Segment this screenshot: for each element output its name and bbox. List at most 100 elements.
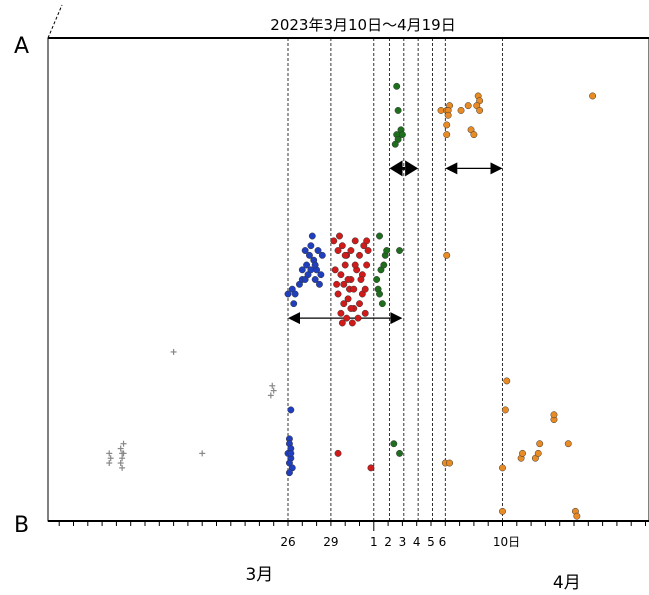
point-1-9 [287, 406, 295, 414]
point-1-32 [290, 300, 298, 308]
series-2 [330, 232, 375, 472]
point-4-5 [443, 131, 451, 139]
point-2-25 [354, 314, 362, 322]
point-1-28 [317, 271, 325, 279]
point-2-4 [347, 247, 355, 254]
tick-label-6: 5 [427, 535, 435, 549]
point-0-5 [119, 455, 126, 462]
point-3-17 [390, 440, 398, 448]
point-2-21 [361, 309, 369, 317]
point-1-29 [298, 266, 306, 274]
point-4-29 [589, 92, 597, 100]
point-3-16 [394, 107, 402, 114]
point-0-2 [107, 455, 114, 462]
point-2-24 [348, 319, 356, 327]
point-4-19 [501, 406, 509, 414]
point-2-18 [344, 295, 352, 303]
point-2-0 [330, 237, 338, 245]
point-2-38 [361, 285, 369, 293]
point-3-8 [376, 232, 383, 240]
point-4-28 [564, 440, 572, 448]
tick-label-3: 2 [384, 535, 392, 549]
point-2-37 [338, 319, 346, 327]
point-2-6 [356, 251, 363, 259]
point-1-8 [287, 449, 295, 457]
corner-decoration [47, 4, 63, 39]
point-3-6 [378, 300, 386, 308]
point-4-27 [550, 411, 558, 419]
point-4-32 [573, 512, 581, 520]
x-axis-month-labels: 3月 4月 [245, 565, 580, 593]
point-2-32 [363, 237, 371, 245]
point-2-10 [337, 271, 345, 279]
point-2-20 [356, 300, 363, 308]
point-3-14 [391, 140, 399, 148]
point-3-7 [376, 290, 383, 298]
point-4-8 [470, 131, 478, 139]
double-arrow-2 [445, 162, 503, 175]
series-0 [106, 348, 277, 471]
point-0-0 [106, 450, 113, 457]
point-4-20 [503, 377, 511, 385]
x-axis-tick-labels: 26 29 1 2 3 4 5 6 10日 [280, 535, 520, 549]
double-arrow-1 [389, 160, 419, 177]
point-2-36 [344, 276, 352, 283]
point-2-34 [351, 261, 359, 269]
point-3-5 [383, 247, 391, 254]
month-label-1: 4月 [553, 573, 581, 593]
point-2-2 [338, 242, 346, 250]
point-0-6 [117, 460, 124, 467]
point-1-30 [318, 251, 326, 259]
point-1-10 [284, 290, 292, 298]
point-4-25 [536, 440, 544, 448]
point-3-18 [396, 449, 403, 457]
point-1-27 [311, 261, 319, 269]
point-0-8 [119, 464, 126, 471]
point-2-15 [363, 261, 371, 269]
period-arrows [288, 160, 503, 325]
month-label-0: 3月 [245, 565, 273, 585]
point-1-26 [314, 247, 322, 254]
point-0-10 [170, 348, 177, 355]
tick-label-4: 3 [399, 535, 407, 549]
tick-label-0: 26 [280, 535, 295, 549]
point-2-28 [340, 280, 348, 288]
series-1 [284, 232, 326, 477]
point-0-1 [106, 460, 113, 467]
point-4-30 [499, 507, 506, 515]
point-3-13 [398, 131, 406, 139]
point-1-20 [306, 251, 313, 259]
point-4-14 [457, 107, 465, 114]
point-2-41 [367, 464, 375, 472]
chart-title: 2023年3月10日～4月19日 [270, 16, 455, 34]
point-2-31 [336, 232, 343, 240]
x-axis-ticks [58, 521, 646, 531]
point-4-9 [464, 102, 472, 110]
point-0-12 [267, 392, 274, 399]
tick-label-7: 6 [439, 535, 447, 549]
series-3 [373, 82, 406, 457]
point-1-18 [303, 261, 311, 269]
point-4-13 [476, 107, 484, 114]
point-2-17 [340, 300, 348, 308]
point-2-5 [351, 237, 359, 245]
point-3-15 [393, 82, 401, 90]
point-2-16 [334, 290, 342, 298]
point-0-11 [199, 450, 206, 457]
y-top-label: A [14, 34, 29, 59]
point-0-13 [269, 382, 276, 389]
point-4-24 [534, 449, 542, 457]
point-2-40 [334, 449, 342, 457]
y-bottom-label: B [14, 513, 29, 538]
point-2-8 [364, 247, 372, 254]
point-4-16 [446, 459, 454, 467]
point-2-30 [350, 285, 358, 293]
point-4-17 [443, 251, 451, 259]
point-0-3 [117, 445, 124, 452]
point-4-18 [499, 464, 506, 472]
point-1-25 [307, 242, 315, 250]
point-0-9 [120, 450, 127, 457]
point-4-22 [519, 449, 526, 457]
tick-label-5: 4 [413, 535, 421, 549]
